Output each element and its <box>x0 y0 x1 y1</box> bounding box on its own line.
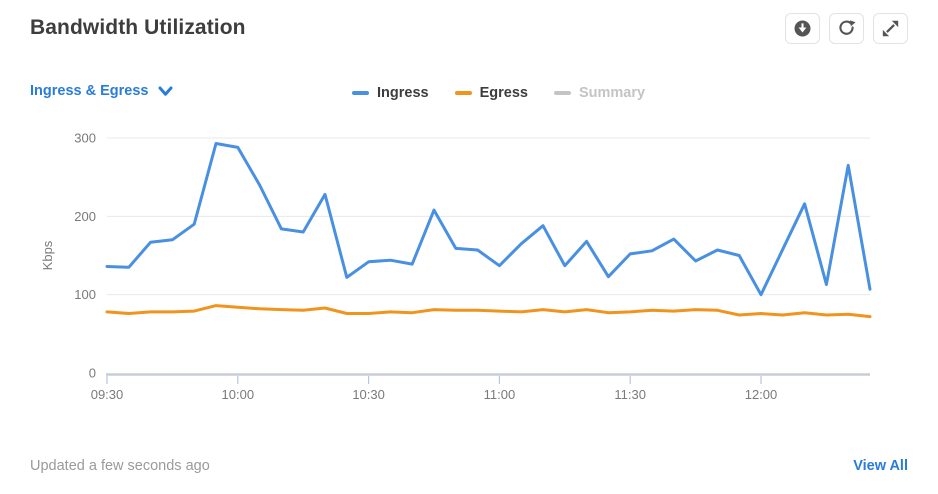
page-title: Bandwidth Utilization <box>30 16 246 39</box>
svg-text:Kbps: Kbps <box>40 240 55 270</box>
bandwidth-chart-plot-area[interactable]: 0 100 200 300 09:30 10:00 10:30 11:00 11:30 12:00… <box>0 112 938 412</box>
download-button[interactable] <box>785 13 820 44</box>
legend-label-ingress: Ingress <box>377 85 429 101</box>
summary-series-swatch <box>553 91 571 95</box>
svg-text:10:30: 10:30 <box>352 387 385 402</box>
chevron-down-icon <box>158 86 173 96</box>
last-updated-status: Updated a few seconds ago <box>30 458 210 474</box>
legend-item-egress[interactable]: Egress <box>454 85 528 101</box>
svg-text:10:00: 10:00 <box>222 387 255 402</box>
svg-text:11:00: 11:00 <box>484 387 516 402</box>
svg-text:300: 300 <box>74 131 96 146</box>
legend-item-summary[interactable]: Summary <box>553 85 646 101</box>
expand-icon <box>882 20 899 37</box>
view-all-link[interactable]: View All <box>853 458 908 474</box>
download-icon <box>794 20 811 37</box>
ingress-series-swatch <box>352 91 369 95</box>
chart-controls-row: Ingress & Egress Ingress Egress Summary <box>0 83 938 105</box>
metric-selector-dropdown[interactable]: Ingress & Egress <box>30 83 173 99</box>
refresh-icon <box>839 20 856 35</box>
refresh-button[interactable] <box>829 13 864 44</box>
legend-label-egress: Egress <box>479 85 528 101</box>
chart-legend: Ingress Egress Summary <box>352 85 645 101</box>
header-button-group <box>785 13 908 44</box>
expand-button[interactable] <box>873 13 908 44</box>
svg-text:11:30: 11:30 <box>614 387 646 402</box>
metric-selector-label: Ingress & Egress <box>30 83 149 99</box>
svg-text:09:30: 09:30 <box>91 387 124 402</box>
svg-text:0: 0 <box>89 366 96 381</box>
legend-item-ingress[interactable]: Ingress <box>352 85 429 101</box>
svg-text:200: 200 <box>74 209 96 224</box>
svg-text:100: 100 <box>74 287 96 302</box>
legend-label-summary: Summary <box>578 85 646 101</box>
egress-series-swatch <box>454 91 472 95</box>
svg-text:12:00: 12:00 <box>745 387 778 402</box>
